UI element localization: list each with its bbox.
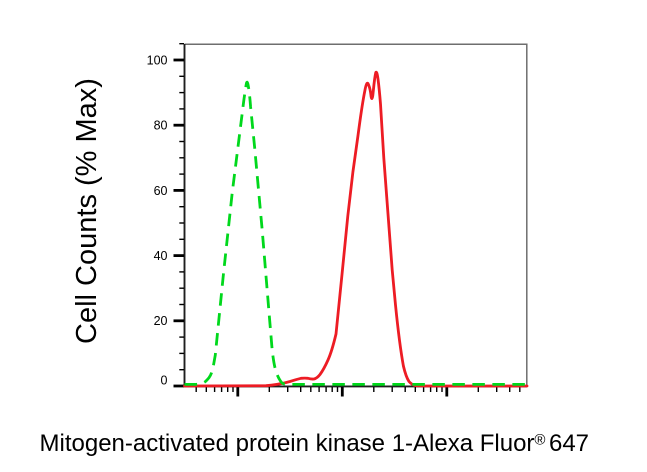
svg-text:80: 80 bbox=[154, 119, 168, 133]
svg-text:60: 60 bbox=[154, 184, 168, 198]
svg-text:20: 20 bbox=[154, 314, 168, 328]
svg-text:Mitogen-activated protein kina: Mitogen-activated protein kinase 1-Alexa… bbox=[40, 430, 590, 457]
svg-text:0: 0 bbox=[161, 374, 168, 388]
svg-text:40: 40 bbox=[154, 249, 168, 263]
svg-text:Cell Counts (% Max): Cell Counts (% Max) bbox=[71, 78, 103, 344]
svg-text:100: 100 bbox=[147, 53, 168, 67]
